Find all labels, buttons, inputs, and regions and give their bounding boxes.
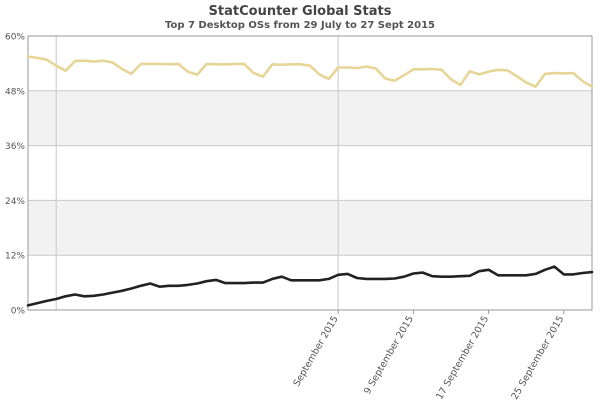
x-tick-label: September 2015 [291, 314, 340, 389]
plot-band [28, 90, 592, 146]
plot-band [28, 255, 592, 310]
plot-frame [27, 35, 593, 311]
x-tick-label: 9 September 2015 [362, 314, 416, 396]
y-tick-label: 48% [5, 87, 25, 97]
plot-band [28, 200, 592, 256]
plot-band [28, 145, 592, 201]
y-tick-label: 24% [5, 197, 25, 207]
y-tick-label: 12% [5, 252, 25, 262]
x-tick-label: 25 September 2015 [509, 314, 566, 402]
series-line-2 [26, 265, 594, 307]
chart-subtitle: Top 7 Desktop OSs from 29 July to 27 Sep… [164, 20, 436, 31]
plot-band [28, 36, 592, 91]
x-tick-label: 17 September 2015 [434, 314, 491, 402]
chart-title: StatCounter Global Stats [208, 4, 392, 19]
series-line-1 [26, 55, 594, 88]
y-tick-label: 36% [5, 142, 25, 152]
y-tick-label: 60% [5, 33, 25, 43]
y-tick-label: 0% [11, 307, 26, 317]
